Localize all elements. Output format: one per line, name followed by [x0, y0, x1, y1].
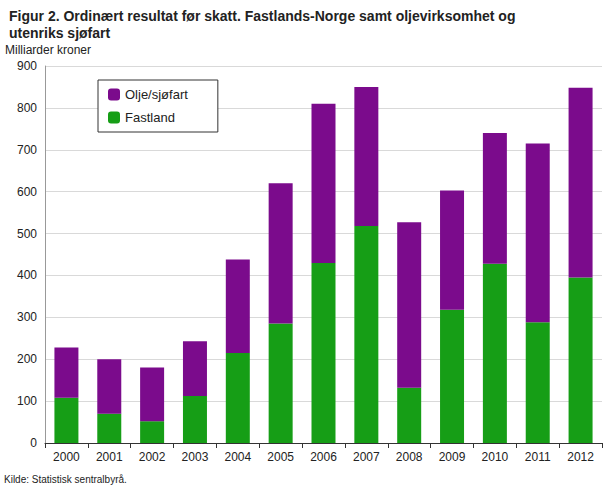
svg-text:2010: 2010 — [482, 450, 509, 464]
svg-text:Kilde: Statistisk sentralbyrå.: Kilde: Statistisk sentralbyrå. — [4, 474, 127, 485]
svg-text:100: 100 — [17, 394, 37, 408]
svg-text:2000: 2000 — [53, 450, 80, 464]
svg-text:900: 900 — [17, 59, 37, 73]
svg-text:2002: 2002 — [139, 450, 166, 464]
svg-text:Olje/sjøfart: Olje/sjøfart — [125, 87, 188, 102]
svg-text:2009: 2009 — [439, 450, 466, 464]
svg-text:2006: 2006 — [310, 450, 337, 464]
svg-text:200: 200 — [17, 352, 37, 366]
svg-text:700: 700 — [17, 143, 37, 157]
svg-text:0: 0 — [30, 436, 37, 450]
svg-text:400: 400 — [17, 268, 37, 282]
svg-text:2008: 2008 — [396, 450, 423, 464]
svg-text:800: 800 — [17, 101, 37, 115]
svg-text:2001: 2001 — [96, 450, 123, 464]
svg-text:300: 300 — [17, 310, 37, 324]
svg-text:2003: 2003 — [182, 450, 209, 464]
svg-text:Milliarder kroner: Milliarder kroner — [5, 43, 91, 57]
svg-text:600: 600 — [17, 185, 37, 199]
svg-text:utenriks sjøfart: utenriks sjøfart — [9, 25, 110, 41]
svg-text:500: 500 — [17, 227, 37, 241]
svg-text:Fastland: Fastland — [125, 110, 175, 125]
svg-text:2004: 2004 — [224, 450, 251, 464]
svg-text:2012: 2012 — [567, 450, 594, 464]
svg-text:Figur 2. Ordinært resultat før: Figur 2. Ordinært resultat før skatt. Fa… — [9, 8, 515, 24]
svg-text:2007: 2007 — [353, 450, 380, 464]
svg-text:2005: 2005 — [267, 450, 294, 464]
svg-text:2011: 2011 — [525, 450, 551, 464]
